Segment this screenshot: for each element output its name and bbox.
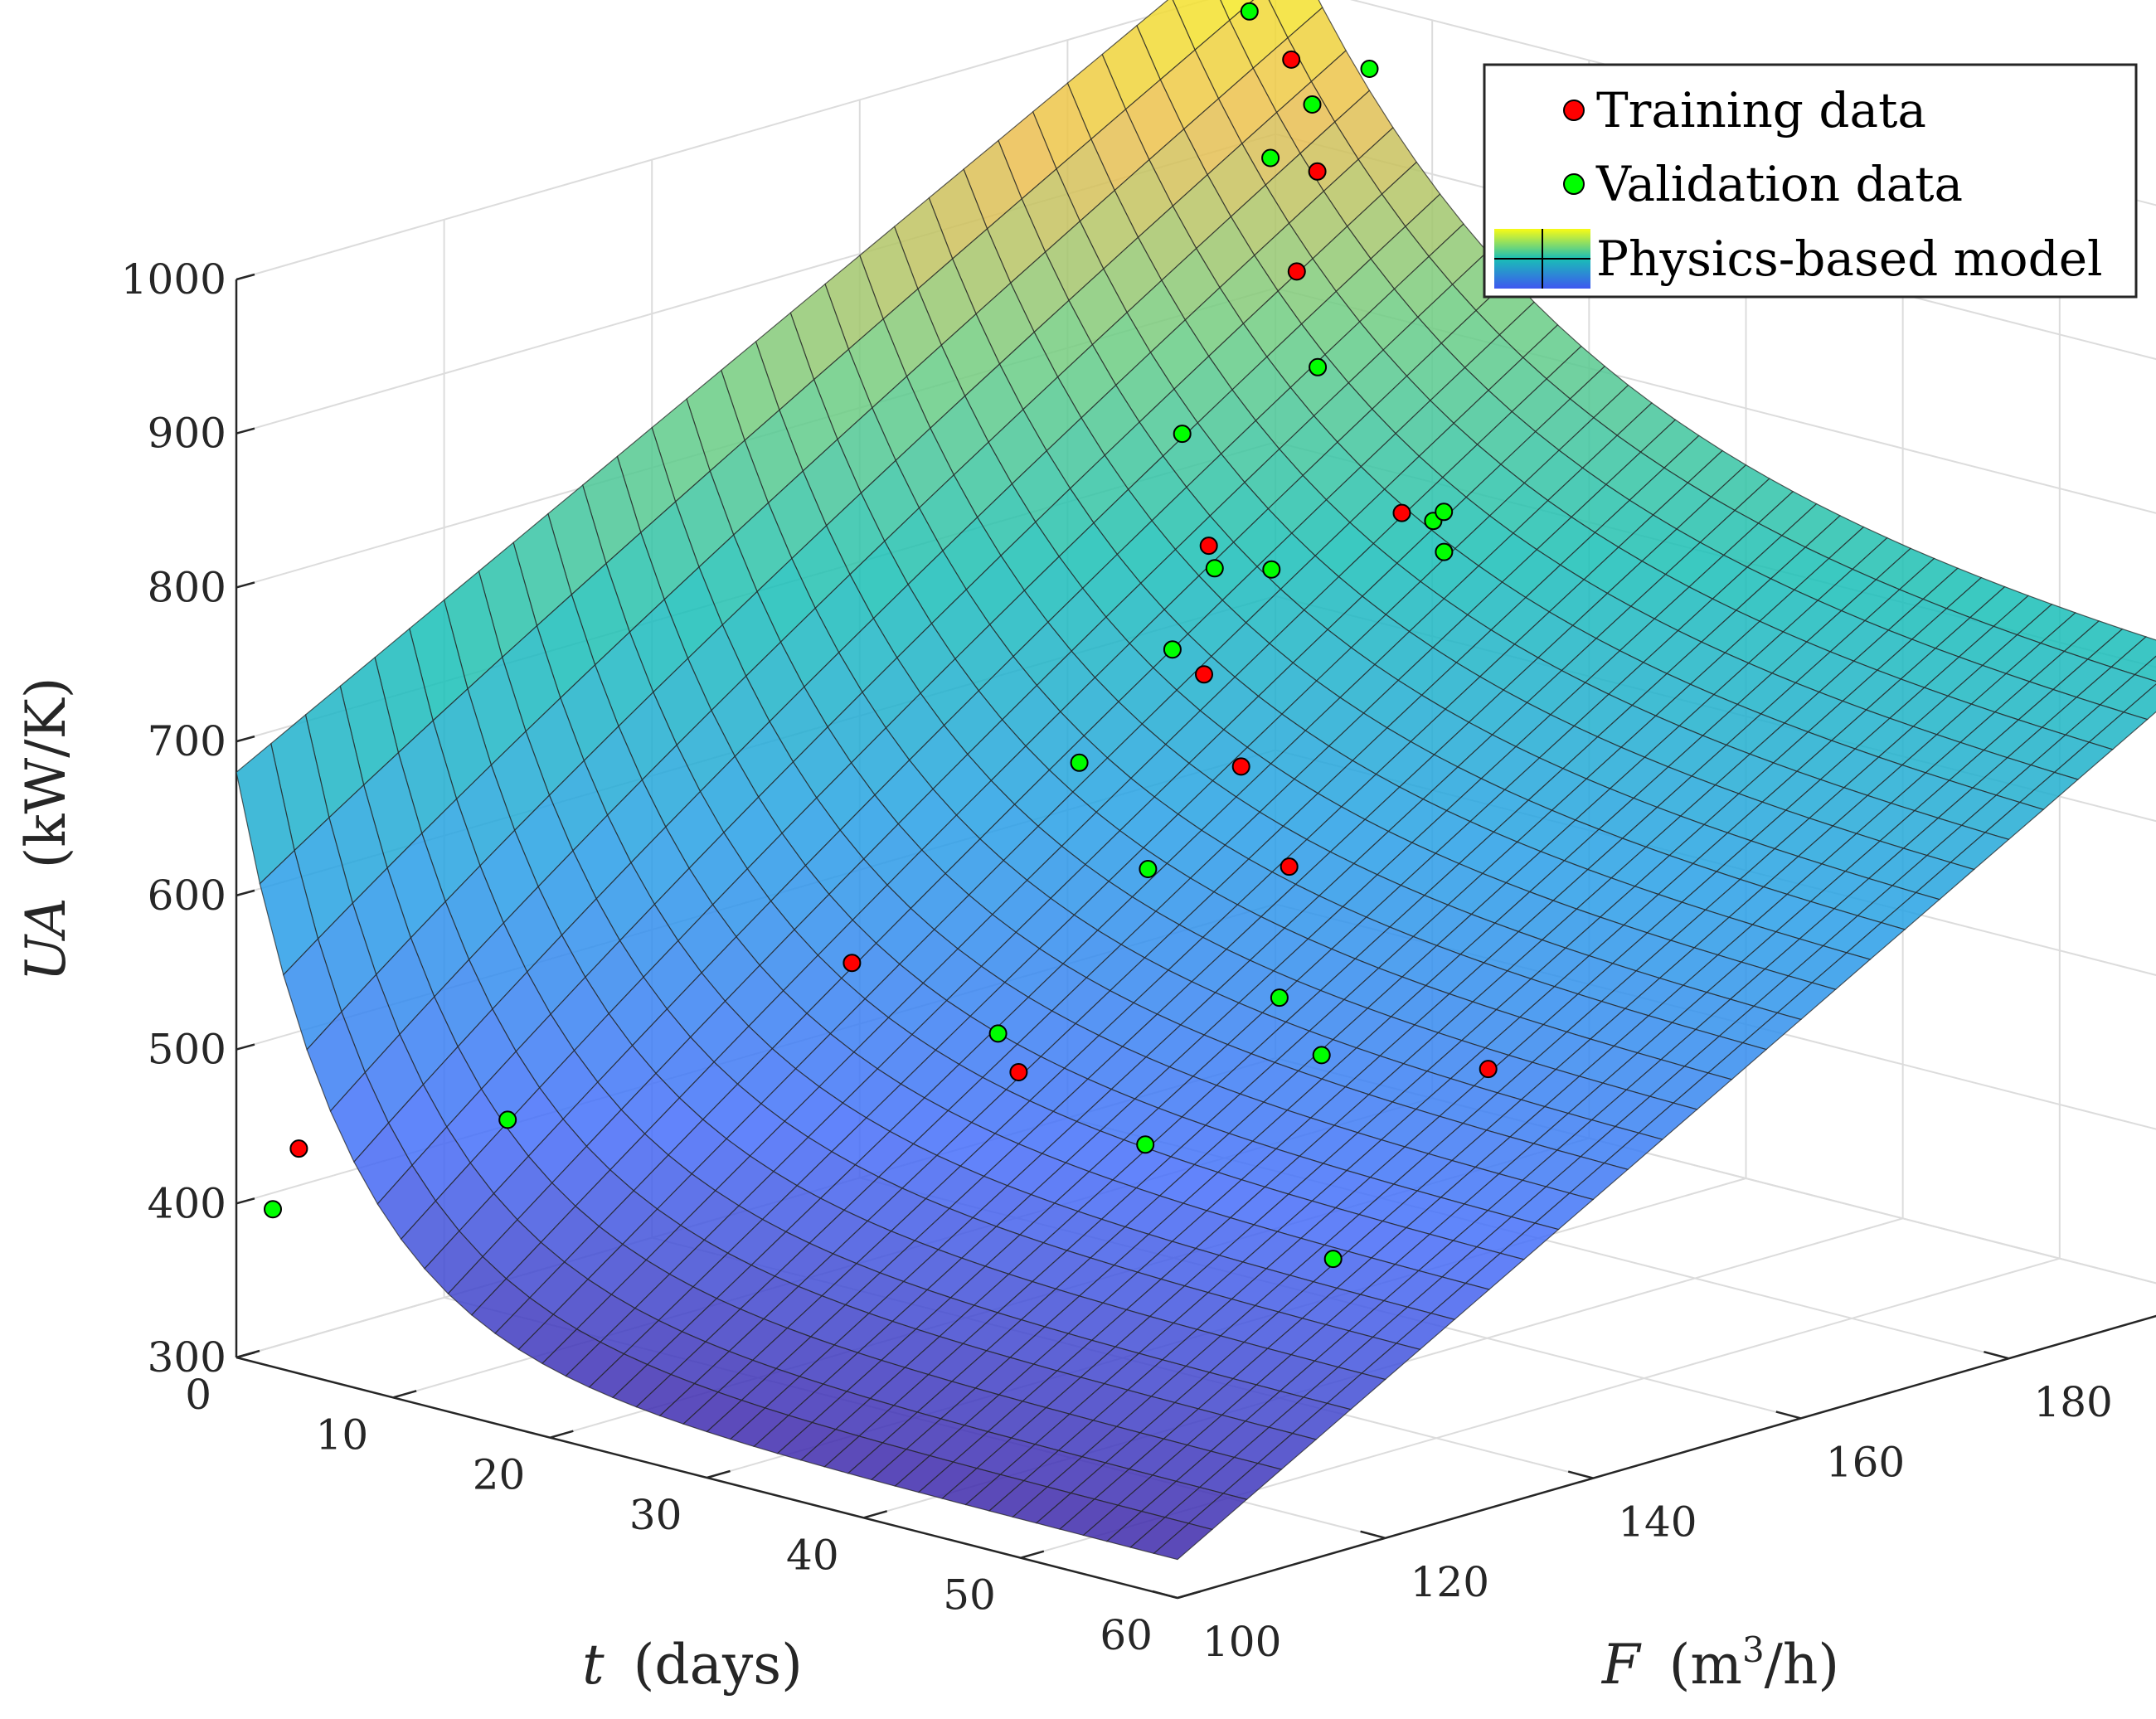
z-tick-label: 400 <box>148 1179 226 1227</box>
x-tick <box>549 1430 574 1439</box>
x-tick-label: 60 <box>1100 1611 1153 1659</box>
x-tick <box>392 1390 417 1399</box>
y-tick <box>1984 1350 2009 1360</box>
validation-point <box>498 1110 517 1129</box>
axes <box>235 273 2156 1600</box>
validation-point <box>1139 860 1158 878</box>
legend-validation-label: Validation data <box>1595 156 1963 212</box>
training-point <box>1479 1060 1498 1079</box>
training-point <box>289 1139 308 1158</box>
validation-point <box>1240 2 1259 21</box>
z-axis-label: UA (kW/K) <box>14 677 78 981</box>
y-tick <box>1152 1590 1178 1600</box>
training-point <box>1392 503 1411 522</box>
z-tick-label: 800 <box>148 563 226 611</box>
x-tick-label: 20 <box>473 1451 526 1499</box>
legend-surface-label: Physics-based model <box>1596 231 2103 287</box>
legend-item-validation: Validation data <box>1563 156 1963 212</box>
surface-patch <box>1153 1522 1214 1561</box>
training-point <box>1199 537 1218 556</box>
z-tick <box>236 273 255 281</box>
y-tick-label: 160 <box>1826 1438 1905 1486</box>
validation-point <box>1070 753 1089 772</box>
validation-point <box>264 1200 282 1219</box>
z-tick-label: 600 <box>148 872 226 920</box>
physics-based-model-surface <box>236 0 2156 1561</box>
data-points <box>264 2 1498 1269</box>
y-tick-label: 100 <box>1202 1618 1281 1666</box>
legend-validation-marker <box>1563 173 1585 195</box>
tick-labels: 300 400 500 600 700 800 900 1000 0 10 20 30 40 50 60 10… <box>121 255 2113 1666</box>
validation-point <box>1270 988 1289 1008</box>
validation-point <box>1173 425 1192 444</box>
x-axis-label: t (days) <box>582 1633 803 1697</box>
training-point <box>1287 262 1306 281</box>
z-tick <box>236 1197 255 1205</box>
validation-point <box>1303 95 1322 114</box>
z-tick-label: 500 <box>148 1026 226 1074</box>
y-tick <box>1775 1411 1802 1420</box>
x-tick-label: 10 <box>316 1411 369 1459</box>
x-tick-label: 40 <box>786 1531 839 1579</box>
validation-point <box>1309 357 1328 376</box>
x-tick <box>1020 1550 1045 1559</box>
legend-training-marker <box>1563 100 1585 121</box>
training-point <box>1308 162 1327 181</box>
x-tick <box>1177 1590 1202 1600</box>
y-axis-line <box>1177 1314 2156 1600</box>
validation-point <box>1312 1046 1331 1065</box>
validation-point <box>1136 1135 1155 1154</box>
z-tick-label: 700 <box>148 717 226 765</box>
x-tick <box>236 1349 260 1359</box>
training-point <box>1282 50 1301 69</box>
legend-training-label: Training data <box>1596 82 1926 138</box>
y-tick-label: 180 <box>2033 1378 2112 1426</box>
training-point <box>1231 757 1250 776</box>
z-tick <box>236 889 255 897</box>
z-tick-label: 300 <box>148 1333 226 1382</box>
validation-point <box>1262 560 1281 579</box>
x-tick <box>863 1510 888 1519</box>
legend-item-training: Training data <box>1563 82 1926 138</box>
y-tick <box>1567 1470 1594 1479</box>
y-axis-label: F (m3/h) <box>1601 1629 1839 1697</box>
validation-point <box>1163 640 1182 659</box>
legend: Training data Validation data Physics-ba… <box>1483 63 2138 299</box>
validation-point <box>1205 559 1224 578</box>
z-tick <box>236 581 255 589</box>
validation-point <box>1435 542 1454 561</box>
x-tick <box>707 1469 731 1479</box>
validation-point <box>1435 503 1454 522</box>
z-tick-label: 900 <box>148 410 226 458</box>
y-tick <box>1360 1530 1386 1540</box>
z-tick <box>236 427 255 435</box>
training-point <box>842 954 862 973</box>
x-tick-label: 0 <box>185 1371 211 1419</box>
validation-point <box>988 1024 1008 1043</box>
validation-point <box>1360 60 1379 78</box>
z-tick-label: 1000 <box>121 255 226 303</box>
validation-point <box>1261 148 1280 168</box>
y-tick-label: 120 <box>1411 1558 1489 1606</box>
x-tick-label: 30 <box>629 1491 682 1539</box>
legend-box <box>1483 63 2138 299</box>
z-tick <box>236 1043 255 1051</box>
y-tick-label: 140 <box>1618 1498 1697 1547</box>
x-tick-label: 50 <box>943 1571 996 1619</box>
training-point <box>1009 1063 1028 1081</box>
legend-item-surface: Physics-based model <box>1494 229 2103 289</box>
validation-point <box>1323 1250 1343 1269</box>
grid-wall-t-horiz <box>236 0 1210 280</box>
z-tick <box>236 735 255 743</box>
training-point <box>1195 665 1213 684</box>
training-point <box>1280 857 1299 876</box>
